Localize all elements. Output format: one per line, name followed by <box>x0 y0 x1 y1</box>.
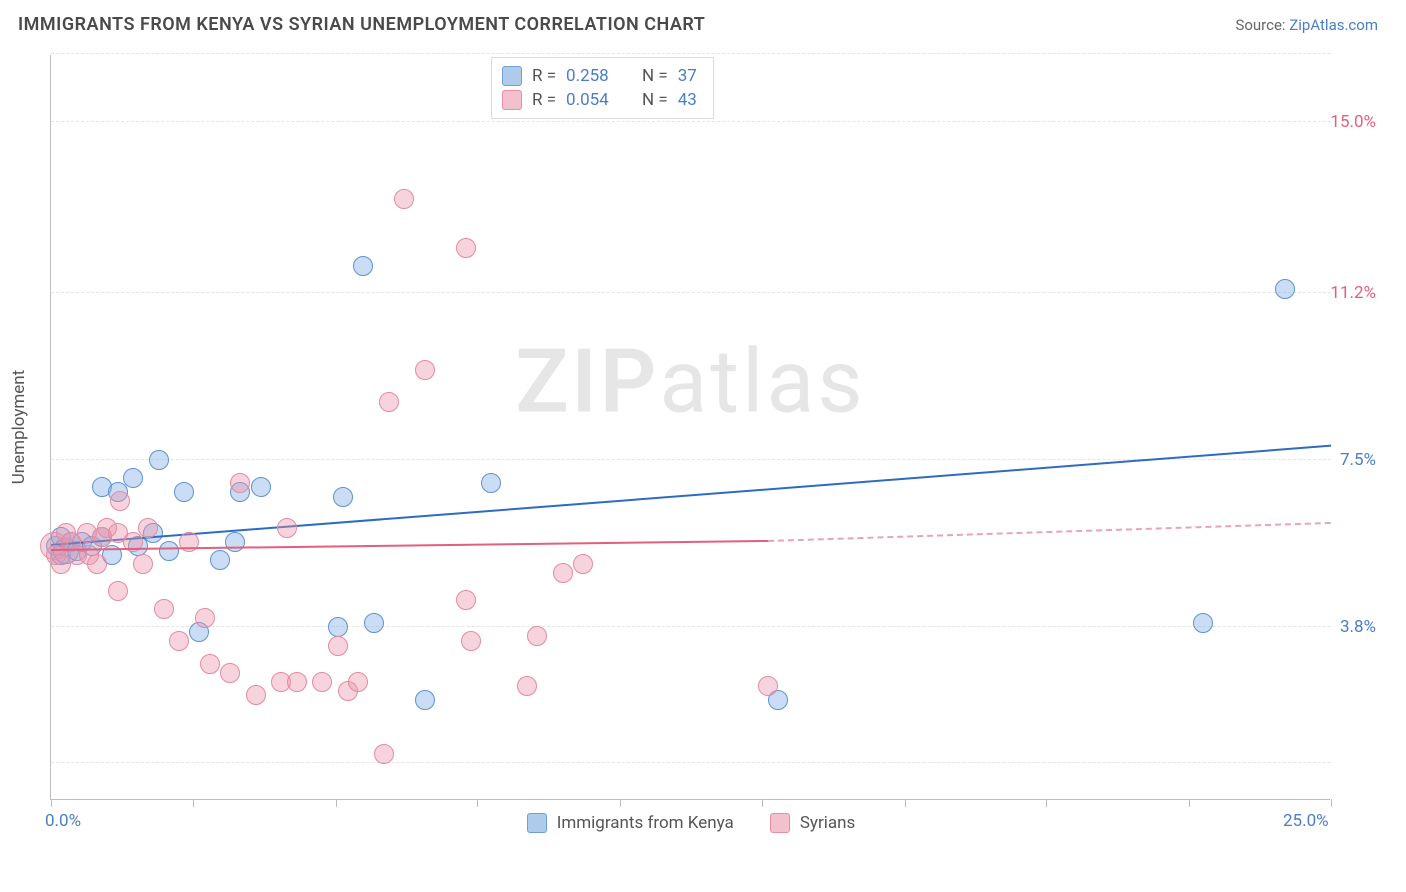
chart-area: ZIPatlas Unemployment R =0.258N =37R =0.… <box>50 55 1370 835</box>
data-point <box>758 676 778 696</box>
r-label: R = <box>532 66 556 86</box>
data-point <box>277 518 297 538</box>
data-point <box>364 613 384 633</box>
x-tick <box>905 799 906 807</box>
data-point <box>573 554 593 574</box>
source-credit: Source: ZipAtlas.com <box>1235 16 1378 34</box>
data-point <box>287 672 307 692</box>
data-point <box>374 744 394 764</box>
n-label: N = <box>642 66 668 86</box>
data-point <box>110 491 130 511</box>
data-point <box>154 599 174 619</box>
data-point <box>379 392 399 412</box>
legend-swatch <box>502 66 522 86</box>
x-tick <box>193 799 194 807</box>
correlation-legend: R = 0.258 N = 37 R = 0.054 N = 43 <box>491 57 714 119</box>
data-point <box>456 238 476 258</box>
legend-swatch <box>502 90 522 110</box>
y-tick-label: 3.8% <box>1340 617 1376 637</box>
data-point <box>527 626 547 646</box>
series-name: Syrians <box>800 813 855 833</box>
series-legend: Immigrants from Kenya Syrians <box>51 813 1331 833</box>
trend-line <box>51 540 768 551</box>
x-tick-label: 0.0% <box>45 811 81 831</box>
y-tick-label: 7.5% <box>1340 450 1376 470</box>
data-point <box>230 473 250 493</box>
x-tick <box>620 799 621 807</box>
legend-swatch <box>770 813 790 833</box>
gridline <box>51 626 1331 627</box>
r-value: 0.258 <box>566 66 624 86</box>
data-point <box>553 563 573 583</box>
plot-box: ZIPatlas Unemployment R =0.258N =37R =0.… <box>50 55 1330 800</box>
data-point <box>328 617 348 637</box>
n-value: 43 <box>678 90 697 110</box>
r-label: R = <box>532 90 556 110</box>
data-point <box>415 360 435 380</box>
data-point <box>333 487 353 507</box>
legend-swatch <box>527 813 547 833</box>
data-point <box>200 654 220 674</box>
watermark-light: atlas <box>659 331 865 434</box>
gridline <box>51 53 1331 54</box>
n-label: N = <box>642 90 668 110</box>
data-point <box>312 672 332 692</box>
data-point <box>123 468 143 488</box>
x-tick <box>51 799 52 807</box>
data-point <box>174 482 194 502</box>
data-point <box>220 663 240 683</box>
x-tick <box>477 799 478 807</box>
data-point <box>251 477 271 497</box>
data-point <box>210 550 230 570</box>
x-tick <box>336 799 337 807</box>
chart-title: IMMIGRANTS FROM KENYA VS SYRIAN UNEMPLOY… <box>18 14 705 35</box>
data-point <box>415 690 435 710</box>
gridline <box>51 292 1331 293</box>
gridline <box>51 121 1331 122</box>
data-point <box>481 473 501 493</box>
x-tick-label: 25.0% <box>1283 811 1329 831</box>
data-point <box>87 554 107 574</box>
data-point <box>517 676 537 696</box>
data-point <box>328 636 348 656</box>
series-legend-item: Syrians <box>770 813 855 833</box>
data-point <box>1193 613 1213 633</box>
data-point <box>246 685 266 705</box>
data-point <box>1275 279 1295 299</box>
data-point <box>159 541 179 561</box>
data-point <box>394 189 414 209</box>
watermark: ZIPatlas <box>515 331 865 434</box>
data-point <box>149 450 169 470</box>
data-point <box>456 590 476 610</box>
data-point <box>138 518 158 538</box>
gridline <box>51 762 1331 763</box>
trend-line <box>768 522 1331 542</box>
x-tick <box>1331 799 1332 807</box>
data-point <box>195 608 215 628</box>
n-value: 37 <box>678 66 697 86</box>
data-point <box>108 581 128 601</box>
y-tick-label: 15.0% <box>1330 112 1376 132</box>
data-point <box>461 631 481 651</box>
data-point <box>133 554 153 574</box>
correlation-legend-row: R = 0.054 N = 43 <box>502 88 697 112</box>
data-point <box>169 631 189 651</box>
data-point <box>353 256 373 276</box>
r-value: 0.054 <box>566 90 624 110</box>
watermark-bold: ZIP <box>515 331 659 434</box>
y-axis-label: Unemployment <box>9 370 29 485</box>
series-name: Immigrants from Kenya <box>557 813 734 833</box>
source-link[interactable]: ZipAtlas.com <box>1289 16 1378 34</box>
series-legend-item: Immigrants from Kenya <box>527 813 734 833</box>
y-tick-label: 11.2% <box>1330 283 1376 303</box>
correlation-legend-row: R = 0.258 N = 37 <box>502 64 697 88</box>
source-label: Source: <box>1235 16 1285 34</box>
x-tick <box>762 799 763 807</box>
x-tick <box>1046 799 1047 807</box>
data-point <box>348 672 368 692</box>
x-tick <box>1189 799 1190 807</box>
